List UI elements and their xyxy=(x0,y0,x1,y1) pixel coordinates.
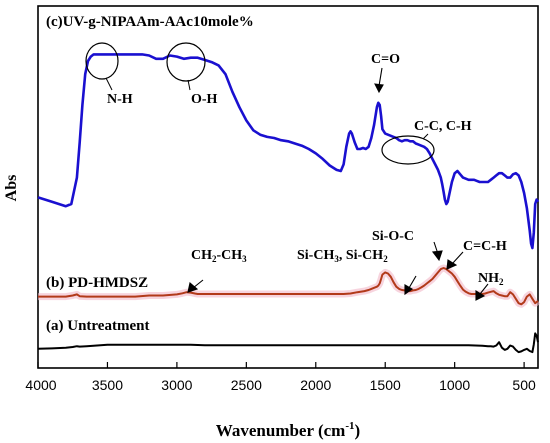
nh-ellipse xyxy=(85,42,119,80)
label-ch2ch3: CH2-CH3 xyxy=(191,248,247,264)
label-cc: C-C, C-H xyxy=(414,119,472,134)
x-tick-label: 2000 xyxy=(300,377,331,393)
label-nh: N-H xyxy=(107,92,133,107)
label-cch: C=C-H xyxy=(463,239,507,254)
x-tick-label: 3000 xyxy=(161,377,192,393)
x-tick-label: 3500 xyxy=(92,377,123,393)
x-tick-label: 1500 xyxy=(370,377,401,393)
label-nh2: NH2 xyxy=(478,271,504,287)
oh-ellipse xyxy=(166,42,206,82)
nh-pointer xyxy=(105,77,113,91)
series-label-b: (b) PD-HMDSZ xyxy=(46,275,148,291)
label-sioc: Si-O-C xyxy=(372,229,414,244)
x-tick-label: 4000 xyxy=(25,377,56,393)
arrows xyxy=(187,67,489,301)
x-tick-label: 1000 xyxy=(439,377,470,393)
series-line-c xyxy=(37,53,540,250)
y-axis-label: Abs xyxy=(3,175,20,202)
label-oh: O-H xyxy=(191,92,218,107)
oh-pointer xyxy=(187,79,191,91)
plot-frame xyxy=(37,5,539,369)
x-tick-label: 500 xyxy=(512,377,536,393)
x-axis-label: Wavenumber (cm-1) xyxy=(216,420,360,440)
series-label-c: (c)UV-g-NIPAAm-AAc10mole% xyxy=(46,14,254,30)
cc-pointer xyxy=(422,133,429,140)
label-co: C=O xyxy=(371,52,400,67)
series-label-a: (a) Untreatment xyxy=(46,318,149,334)
x-axis-ticks: 4000 3500 3000 2500 2000 1500 1000 500 xyxy=(25,362,536,393)
x-tick-label: 2500 xyxy=(231,377,262,393)
cc-ellipse xyxy=(381,135,435,165)
series-line-a xyxy=(37,332,539,354)
label-sich: Si-CH3, Si-CH2 xyxy=(297,248,388,264)
